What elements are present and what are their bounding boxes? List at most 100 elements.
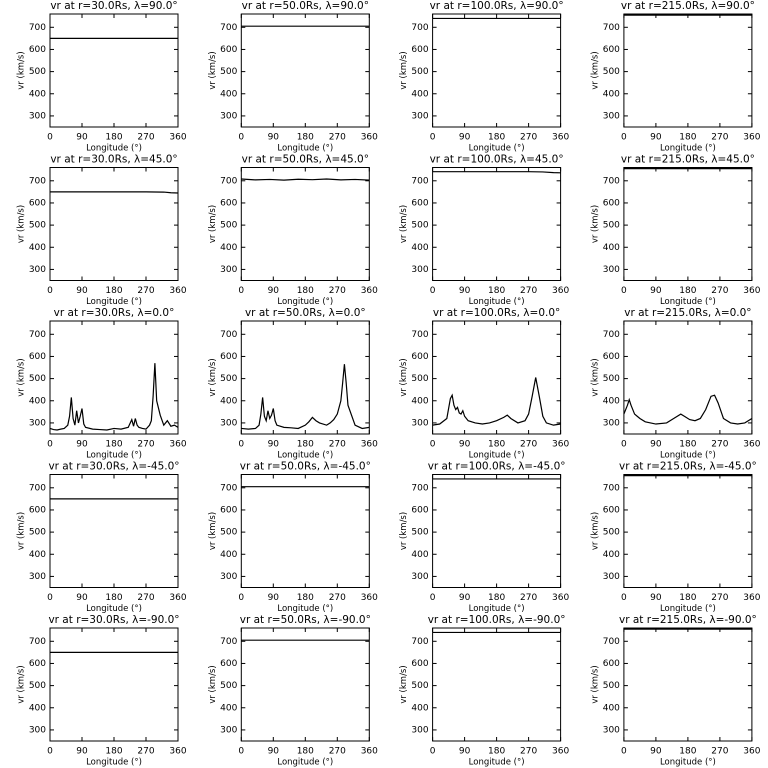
- y-tick-label: 600: [603, 352, 620, 362]
- y-tick-label: 500: [29, 681, 46, 691]
- y-tick-label: 400: [411, 89, 428, 99]
- y-tick-label: 400: [411, 243, 428, 253]
- x-tick-label: 270: [137, 747, 154, 757]
- data-line: [241, 178, 370, 181]
- panel-title: vr at r=100.0Rs, λ=90.0°: [430, 0, 564, 12]
- y-axis-label: vr (km/s): [208, 358, 218, 396]
- x-axis-label: Longitude (°): [277, 297, 333, 307]
- y-axis-label: vr (km/s): [399, 51, 409, 89]
- panel-title: vr at r=215.0Rs, λ=-45.0°: [619, 461, 757, 473]
- x-axis-label: Longitude (°): [86, 604, 142, 614]
- x-tick-label: 0: [238, 286, 244, 296]
- panel-title: vr at r=215.0Rs, λ=45.0°: [621, 154, 755, 166]
- data-line: [432, 377, 561, 426]
- y-axis-label: vr (km/s): [399, 358, 409, 396]
- x-tick-label: 360: [361, 133, 378, 143]
- y-tick-label: 400: [220, 703, 237, 713]
- y-axis-label: vr (km/s): [399, 665, 409, 703]
- panel: vr at r=100.0Rs, λ=0.0° vr (km/s) Longitud…: [399, 307, 569, 461]
- y-tick-label: 600: [220, 198, 237, 208]
- y-tick-label: 600: [411, 659, 428, 669]
- x-tick-label: 0: [238, 133, 244, 143]
- y-axis-label: vr (km/s): [399, 512, 409, 550]
- x-tick-label: 270: [711, 133, 728, 143]
- y-tick-label: 400: [220, 396, 237, 406]
- x-axis-label: Longitude (°): [660, 144, 716, 154]
- x-tick-label: 270: [711, 440, 728, 450]
- panel-title: vr at r=100.0Rs, λ=-90.0°: [428, 614, 566, 626]
- panel: vr at r=50.0Rs, λ=45.0° vr (km/s) Longitud…: [208, 154, 378, 308]
- x-tick-label: 270: [329, 286, 346, 296]
- y-tick-label: 600: [603, 505, 620, 515]
- x-tick-label: 360: [743, 440, 760, 450]
- y-tick-label: 700: [29, 176, 46, 186]
- y-tick-label: 700: [603, 637, 620, 647]
- y-tick-label: 400: [29, 703, 46, 713]
- y-tick-label: 300: [411, 265, 428, 275]
- panel-title: vr at r=100.0Rs, λ=45.0°: [430, 154, 564, 166]
- y-tick-label: 700: [411, 483, 428, 493]
- x-axis-label: Longitude (°): [469, 297, 525, 307]
- x-axis-label: Longitude (°): [660, 604, 716, 614]
- x-tick-label: 90: [459, 286, 471, 296]
- x-tick-label: 360: [361, 440, 378, 450]
- plot-frame: [240, 167, 370, 281]
- y-axis-label: vr (km/s): [208, 205, 218, 243]
- y-tick-label: 700: [29, 637, 46, 647]
- y-tick-label: 300: [29, 265, 46, 275]
- panel: vr at r=30.0Rs, λ=-90.0° vr (km/s) Longitu…: [17, 614, 187, 768]
- x-axis-label: Longitude (°): [86, 297, 142, 307]
- x-tick-label: 270: [329, 747, 346, 757]
- x-tick-label: 360: [552, 133, 569, 143]
- data-line: [50, 191, 179, 194]
- y-tick-label: 300: [603, 572, 620, 582]
- x-tick-label: 90: [459, 593, 471, 603]
- x-axis-label: Longitude (°): [86, 758, 142, 768]
- y-tick-label: 500: [411, 374, 428, 384]
- plot-frame: [240, 13, 370, 128]
- y-tick-label: 700: [29, 23, 46, 33]
- y-tick-label: 300: [411, 725, 428, 735]
- x-tick-label: 180: [105, 747, 122, 757]
- x-tick-label: 90: [459, 747, 471, 757]
- x-tick-label: 270: [137, 286, 154, 296]
- data-line: [49, 363, 179, 431]
- panel: vr at r=100.0Rs, λ=-90.0° vr (km/s) Longit…: [399, 614, 569, 768]
- y-tick-label: 400: [603, 243, 620, 253]
- panel-title: vr at r=50.0Rs, λ=-90.0°: [240, 614, 371, 626]
- y-tick-label: 300: [220, 418, 237, 428]
- y-tick-label: 700: [603, 23, 620, 33]
- x-tick-label: 0: [238, 747, 244, 757]
- y-tick-label: 600: [603, 198, 620, 208]
- x-tick-label: 0: [238, 593, 244, 603]
- y-tick-label: 400: [29, 89, 46, 99]
- y-axis-label: vr (km/s): [17, 665, 27, 703]
- x-axis-label: Longitude (°): [277, 451, 333, 461]
- panel: vr at r=30.0Rs, λ=90.0° vr (km/s) Longitud…: [17, 0, 187, 154]
- y-tick-label: 500: [603, 528, 620, 538]
- x-tick-label: 180: [488, 747, 505, 757]
- x-tick-label: 90: [76, 593, 88, 603]
- x-tick-label: 90: [650, 747, 662, 757]
- data-line: [432, 171, 561, 174]
- x-axis-label: Longitude (°): [277, 144, 333, 154]
- y-tick-label: 500: [603, 221, 620, 231]
- panel: vr at r=215.0Rs, λ=90.0° vr (km/s) Longitu…: [590, 0, 760, 154]
- x-axis-label: Longitude (°): [469, 604, 525, 614]
- panel-title: vr at r=215.0Rs, λ=-90.0°: [619, 614, 757, 626]
- plot-frame: [432, 627, 562, 742]
- y-tick-label: 400: [603, 89, 620, 99]
- x-tick-label: 180: [297, 747, 314, 757]
- x-tick-label: 360: [169, 593, 186, 603]
- y-tick-label: 700: [411, 23, 428, 33]
- y-tick-label: 500: [411, 221, 428, 231]
- x-tick-label: 90: [76, 440, 88, 450]
- y-tick-label: 500: [411, 528, 428, 538]
- y-tick-label: 300: [411, 418, 428, 428]
- x-tick-label: 0: [621, 593, 627, 603]
- x-tick-label: 360: [743, 133, 760, 143]
- panel-title: vr at r=215.0Rs, λ=0.0°: [624, 307, 751, 319]
- y-axis-label: vr (km/s): [590, 205, 600, 243]
- x-tick-label: 90: [650, 286, 662, 296]
- x-tick-label: 180: [679, 593, 696, 603]
